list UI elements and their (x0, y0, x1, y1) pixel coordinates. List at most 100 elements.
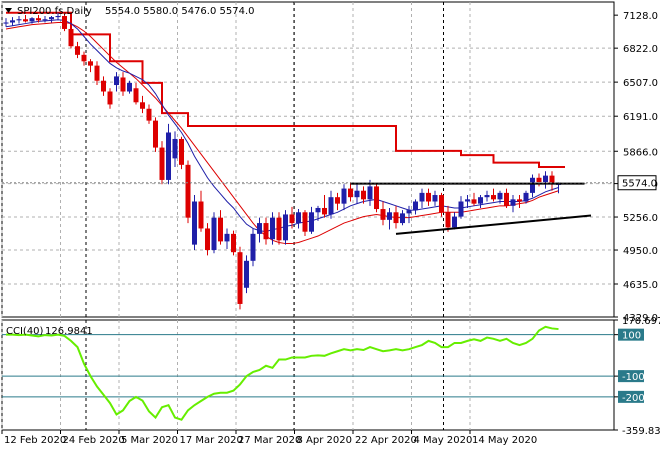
candle-body (367, 186, 373, 200)
sma-slow-line (5, 21, 559, 245)
candle (452, 212, 457, 230)
candle (133, 82, 139, 105)
symbol-label: SPI200.fs,Daily (17, 6, 92, 17)
x-tick-label: 5 Mar 2020 (121, 435, 178, 446)
price-tick-label: 4635.0 (623, 280, 658, 291)
candles (3, 12, 561, 310)
candle (185, 160, 191, 224)
candle-body (296, 212, 301, 224)
candle (374, 184, 379, 213)
price-tick-label: 4329.0 (623, 313, 658, 324)
candle-body (536, 177, 542, 183)
candle-body (322, 207, 327, 215)
candle-body (10, 20, 15, 23)
dropdown-triangle-icon[interactable] (5, 8, 12, 13)
candle-body (68, 28, 74, 47)
candle (289, 206, 295, 229)
candle (29, 17, 35, 24)
cci-panel (1, 319, 615, 431)
candle-body (543, 175, 548, 183)
candle (406, 205, 412, 224)
candle (523, 190, 529, 204)
candle (302, 210, 308, 237)
candle (400, 210, 405, 226)
candle-body (42, 19, 48, 21)
ohlc-values: 5554.0 5580.0 5476.0 5574.0 (105, 6, 255, 17)
candle-body (439, 195, 444, 213)
candle-body (94, 65, 100, 81)
candle (62, 13, 67, 32)
candle (543, 171, 548, 189)
candle-body (185, 164, 191, 218)
candle-body (16, 19, 22, 21)
candle (530, 174, 535, 198)
candle (348, 182, 353, 202)
candle-body (36, 18, 41, 21)
candle (445, 205, 451, 232)
candle (458, 196, 464, 219)
candle-body (478, 197, 483, 204)
candle-body (166, 132, 171, 180)
candle-body (510, 199, 516, 206)
candle-body (107, 91, 113, 105)
cci-tick-label: -200 (622, 393, 645, 404)
candle (380, 201, 386, 226)
candle (393, 205, 399, 229)
candle (179, 136, 184, 170)
candle-body (341, 188, 347, 204)
x-tick-label: 14 May 2020 (472, 435, 537, 446)
candle-body (172, 138, 178, 159)
candle-body (211, 217, 217, 251)
price-tick-label: 7128.0 (623, 11, 658, 22)
candle-body (491, 195, 496, 200)
stop-line-path (6, 11, 565, 168)
candle (55, 12, 61, 21)
x-tick-label: 12 Feb 2020 (4, 435, 66, 446)
candle (159, 141, 165, 185)
candle-body (432, 195, 438, 202)
price-tick-label: 6191.0 (623, 112, 658, 123)
candle (426, 188, 431, 206)
last-price-tag: 5574.0 (2, 175, 657, 191)
candle-body (224, 233, 230, 242)
candle (166, 123, 171, 185)
candle (224, 228, 230, 249)
candle (23, 14, 28, 23)
candle (218, 210, 223, 245)
x-tick-label: 24 Feb 2020 (63, 435, 125, 446)
candle-body (406, 210, 412, 214)
candle-body (484, 195, 490, 198)
candle-body (101, 80, 106, 92)
candle-body (426, 192, 431, 202)
candle (465, 195, 470, 208)
candle-body (244, 260, 249, 288)
candle-body (354, 190, 360, 198)
candle-body (315, 207, 321, 213)
cci-level-box (618, 328, 644, 341)
candle (231, 230, 236, 256)
candle (491, 188, 496, 202)
candle (211, 212, 217, 254)
candle-body (523, 192, 529, 202)
cci-tick-label: 170.6977 (622, 316, 660, 327)
candle-body (348, 188, 353, 198)
cci-tick-label: -359.836 (622, 426, 660, 437)
candle-body (289, 214, 295, 224)
candle (257, 217, 262, 243)
candle (120, 72, 126, 96)
candle (250, 228, 256, 267)
candle-body (159, 147, 165, 180)
candle (276, 212, 282, 245)
cci-value: 126.9841 (45, 326, 93, 337)
candle-body (218, 217, 223, 242)
candle (237, 246, 243, 310)
candle-body (3, 22, 9, 24)
candle-body (270, 217, 275, 240)
chart-header: SPI200.fs,Daily 5554.0 5580.0 5476.0 557… (5, 6, 255, 17)
candle (75, 41, 80, 59)
stop-line (6, 11, 565, 168)
candle (192, 195, 197, 251)
sma-slow-path (5, 21, 559, 245)
